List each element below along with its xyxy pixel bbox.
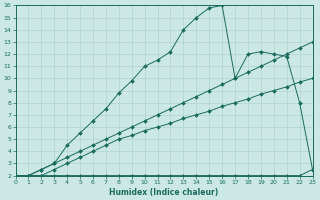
X-axis label: Humidex (Indice chaleur): Humidex (Indice chaleur) (109, 188, 219, 197)
